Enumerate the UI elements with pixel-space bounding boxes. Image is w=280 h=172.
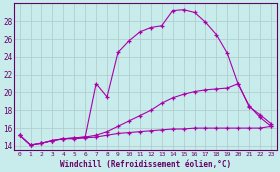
X-axis label: Windchill (Refroidissement éolien,°C): Windchill (Refroidissement éolien,°C): [60, 159, 231, 169]
